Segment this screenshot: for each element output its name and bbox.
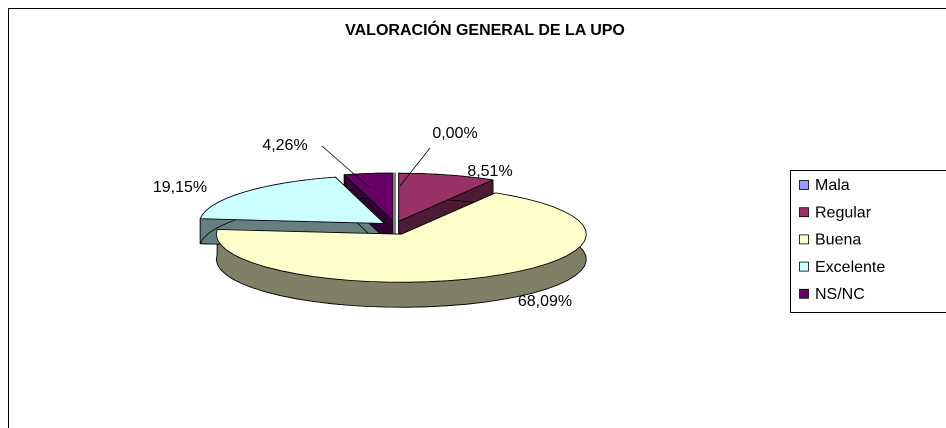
data-label: 68,09% xyxy=(518,293,572,310)
pie-top-layer xyxy=(199,172,587,283)
pie-slice xyxy=(199,176,385,224)
data-label: 0,00% xyxy=(432,125,477,142)
legend-swatch xyxy=(799,288,809,299)
leader-line xyxy=(399,147,431,187)
data-label: 8,51% xyxy=(467,163,512,180)
pie-slice xyxy=(343,172,394,222)
data-label: 4,26% xyxy=(262,137,307,154)
pie-slice xyxy=(215,192,587,283)
legend-swatch xyxy=(799,234,809,245)
legend-swatch xyxy=(799,180,809,190)
leader-line xyxy=(321,145,371,189)
legend-label: Buena xyxy=(815,232,861,249)
legend xyxy=(790,170,946,313)
data-label: 19,15% xyxy=(153,179,207,196)
pie-slice xyxy=(398,172,494,222)
legend-swatch xyxy=(799,207,809,218)
legend-label: Regular xyxy=(815,204,872,221)
legend-label: NS/NC xyxy=(815,286,865,303)
legend-label: Excelente xyxy=(815,259,885,276)
chart-title: VALORACIÓN GENERAL DE LA UPO xyxy=(345,20,625,39)
legend-swatch xyxy=(799,261,809,272)
legend-label: Mala xyxy=(815,177,850,194)
